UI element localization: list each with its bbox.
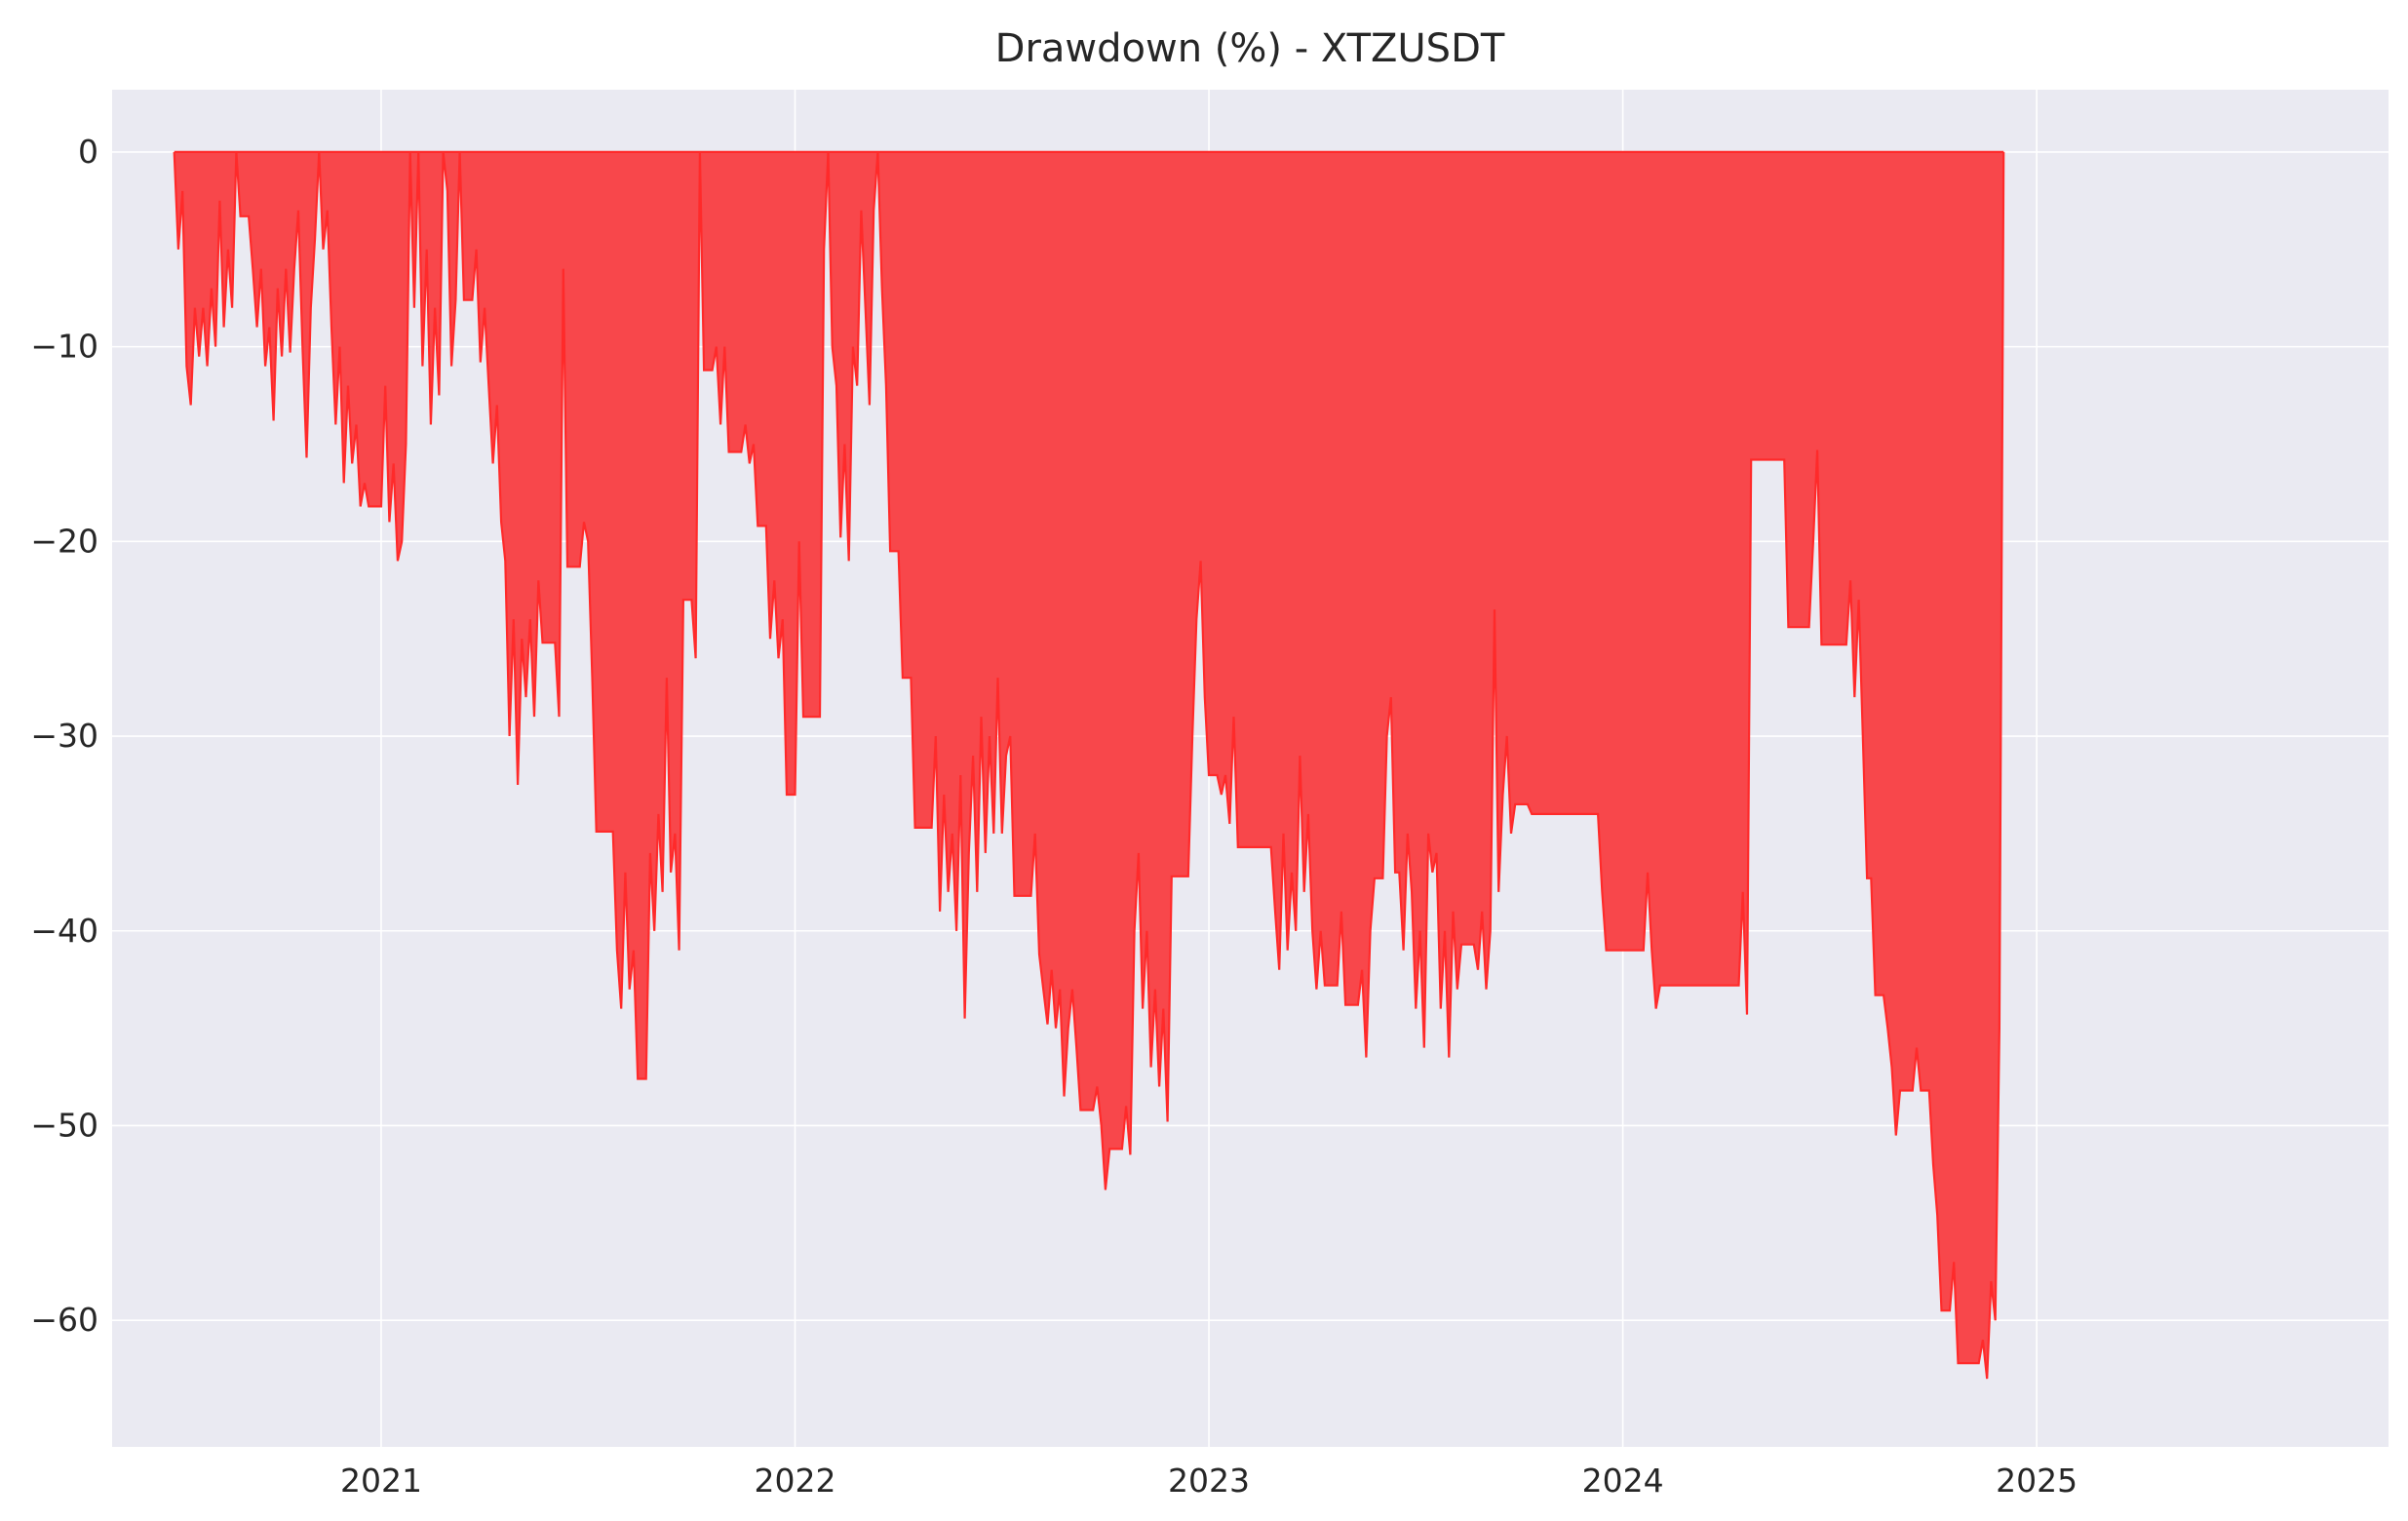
y-tick-label: −30 [30, 717, 98, 755]
y-tick-label: −40 [30, 912, 98, 950]
x-tick-label: 2021 [340, 1462, 422, 1500]
y-tick-labels: 0 −10 −20 −30 −40 −50 −60 [30, 133, 98, 1339]
x-tick-label: 2024 [1582, 1462, 1664, 1500]
y-tick-label: −20 [30, 522, 98, 560]
chart-title: Drawdown (%) - XTZUSDT [995, 26, 1505, 71]
y-tick-label: −50 [30, 1106, 98, 1144]
x-tick-label: 2025 [1996, 1462, 2078, 1500]
drawdown-line [173, 150, 2005, 1380]
drawdown-area [174, 151, 2004, 1380]
x-tick-label: 2022 [755, 1462, 836, 1500]
x-tick-labels: 2021 2022 2023 2024 2025 [340, 1462, 2078, 1500]
y-tick-label: 0 [78, 133, 98, 171]
y-tick-label: −10 [30, 328, 98, 366]
x-tick-label: 2023 [1168, 1462, 1250, 1500]
y-tick-label: −60 [30, 1301, 98, 1339]
